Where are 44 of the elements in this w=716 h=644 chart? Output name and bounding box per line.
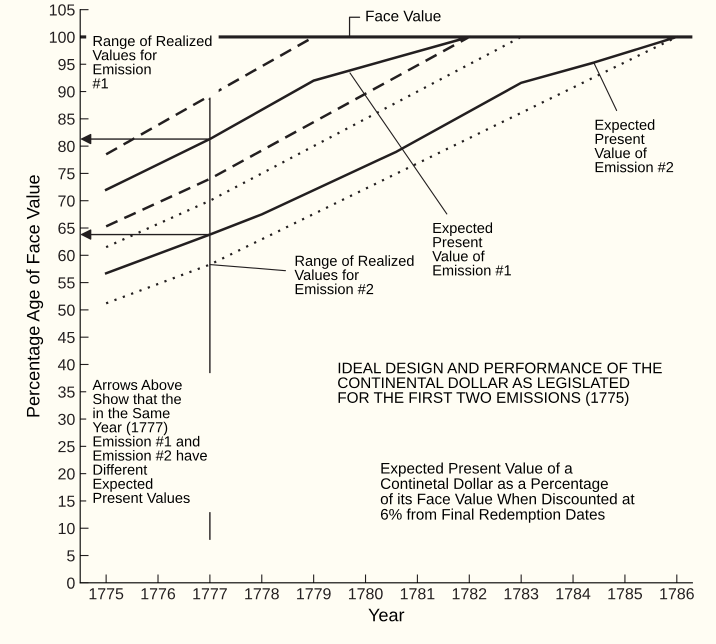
y-tick-label: 85: [58, 113, 75, 125]
y-tick-label: 10: [58, 522, 75, 534]
x-tick-label: 1778: [245, 588, 279, 600]
y-axis-title: Percentage Age of Face Value: [26, 175, 44, 417]
x-tick-label: 1780: [348, 588, 383, 600]
y-tick-label: 60: [58, 250, 75, 262]
annotation: Expected Present Value of Emission #1: [432, 222, 511, 276]
y-tick-label: 20: [58, 468, 75, 480]
y-tick-label: 105: [50, 4, 75, 16]
x-tick-label: 1783: [504, 588, 538, 600]
x-tick-label: 1781: [400, 588, 434, 600]
x-tick-label: 1782: [452, 588, 486, 600]
y-tick-label: 75: [58, 168, 75, 180]
y-tick-label: 70: [58, 195, 75, 207]
annotation: Range of Realized Values for Emission #1: [92, 35, 212, 88]
y-tick-label: 95: [58, 58, 75, 70]
text: Expected Present Value of a Continetal Dollar as a Percentage of its Face Value When Discounted at 6% from Final Redemption Dates: [380, 462, 635, 523]
text: IDEAL DESIGN AND PERFORMANCE OF THE CONTINENTAL DOLLAR AS LEGISLATED FOR THE FIRST TWO EMISSIONS (1775): [338, 362, 662, 406]
x-tick-label: 1779: [297, 588, 331, 600]
y-tick-label: 5: [67, 550, 75, 562]
y-tick-label: 50: [58, 304, 75, 316]
x-tick-label: 1786: [660, 588, 694, 600]
y-tick-label: 0: [67, 577, 75, 589]
x-tick-label: 1784: [556, 588, 590, 600]
y-tick-label: 45: [58, 332, 75, 344]
y-tick-label: 55: [58, 277, 75, 289]
x-tick-label: 1777: [193, 588, 227, 600]
y-tick-label: 40: [58, 359, 75, 370]
y-tick-label: 35: [58, 386, 75, 398]
y-tick-label: 30: [58, 414, 75, 426]
ref-line-label: Face Value: [366, 10, 441, 22]
y-tick-label: 25: [58, 440, 75, 452]
text: Arrows Above Show that the in the Same Year (1777) Emission #1 and Emission #2 have Different Expected Present Values: [92, 379, 207, 504]
y-tick-label: 80: [58, 140, 75, 152]
x-axis-title: Year: [368, 608, 404, 622]
x-tick-label: 1785: [608, 588, 642, 600]
x-tick-label: 1776: [141, 588, 176, 600]
annotation: Expected Present Value of Emission #2: [594, 119, 674, 172]
y-tick-label: 65: [58, 222, 75, 234]
y-tick-label: 90: [58, 86, 75, 98]
y-tick-label: 15: [58, 496, 75, 507]
x-tick-label: 1775: [90, 588, 124, 600]
y-tick-label: 100: [50, 32, 75, 43]
annotation: Range of Realized Values for Emission #2: [294, 255, 414, 294]
